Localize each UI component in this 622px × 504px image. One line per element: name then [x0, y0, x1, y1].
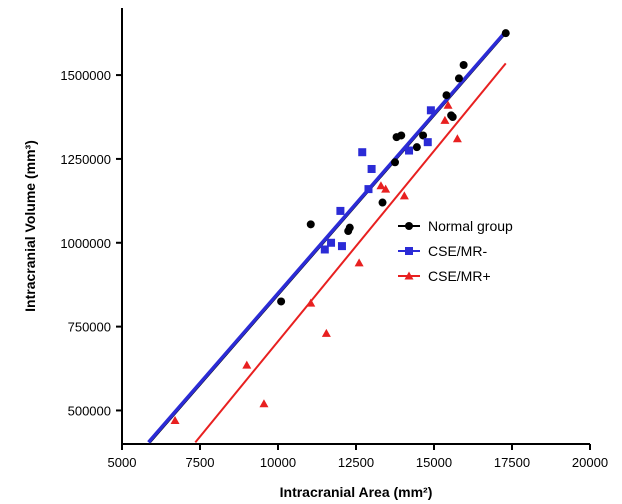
data-point-0 — [419, 131, 428, 140]
y-axis-ticks: 500000 750000 1000000 1250000 1500000 — [60, 68, 122, 418]
data-point-1 — [364, 185, 373, 194]
y-tick-label: 1500000 — [60, 68, 111, 83]
data-point-1 — [320, 245, 329, 254]
legend-label: Normal group — [428, 218, 513, 234]
data-point-2 — [259, 399, 269, 408]
fit-line-1 — [147, 30, 508, 444]
data-point-2 — [381, 184, 391, 193]
legend-swatch-marker — [404, 271, 414, 280]
x-tick-label: 12500 — [338, 455, 374, 470]
data-point-0 — [378, 198, 387, 207]
data-point-0 — [459, 61, 468, 70]
data-point-2 — [170, 416, 180, 425]
x-tick-label: 7500 — [186, 455, 215, 470]
data-point-0 — [277, 297, 286, 306]
data-point-2 — [376, 181, 386, 190]
data-points — [170, 29, 510, 425]
x-tick-label: 10000 — [260, 455, 296, 470]
y-tick-label: 750000 — [68, 320, 111, 335]
legend-swatch-marker — [405, 222, 413, 230]
x-tick-label: 15000 — [416, 455, 452, 470]
data-point-0 — [391, 158, 399, 167]
plot-area — [121, 8, 590, 445]
data-point-0 — [397, 131, 406, 140]
data-point-0 — [501, 29, 510, 38]
x-tick-label: 5000 — [108, 455, 137, 470]
legend: Normal group CSE/MR- CSE/MR+ — [398, 218, 513, 284]
data-point-2 — [306, 298, 316, 307]
data-point-2 — [242, 360, 252, 369]
y-tick-label: 1250000 — [60, 152, 111, 167]
data-point-2 — [399, 191, 409, 200]
legend-label: CSE/MR- — [428, 243, 487, 259]
data-point-2 — [452, 134, 462, 143]
legend-swatch-marker — [405, 247, 413, 255]
legend-label: CSE/MR+ — [428, 268, 491, 284]
data-point-0 — [442, 91, 451, 100]
data-point-0 — [306, 220, 315, 229]
data-point-0 — [454, 74, 463, 83]
data-point-1 — [358, 148, 367, 157]
y-axis-title: Intracranial Volume (mm³) — [22, 140, 38, 312]
y-tick-label: 1000000 — [60, 236, 111, 251]
data-point-2 — [321, 328, 331, 337]
data-point-1 — [336, 206, 345, 215]
data-point-1 — [426, 106, 435, 115]
fit-lines — [147, 30, 508, 444]
data-point-2 — [354, 258, 364, 267]
data-point-1 — [423, 138, 432, 147]
data-point-1 — [327, 238, 336, 247]
data-point-2 — [440, 115, 450, 124]
data-point-2 — [443, 100, 453, 109]
y-tick-label: 500000 — [68, 403, 111, 418]
data-point-0 — [345, 223, 354, 232]
data-point-1 — [367, 164, 376, 173]
x-tick-label: 20000 — [572, 455, 608, 470]
data-point-1 — [337, 242, 346, 251]
data-point-0 — [448, 113, 457, 121]
data-point-0 — [412, 143, 421, 152]
fit-line-2 — [194, 62, 507, 443]
data-point-1 — [405, 146, 414, 155]
x-axis-title: Intracranial Area (mm²) — [280, 484, 433, 500]
x-tick-label: 17500 — [494, 455, 530, 470]
x-axis-ticks: 5000 7500 10000 12500 15000 17500 20000 — [108, 444, 608, 470]
